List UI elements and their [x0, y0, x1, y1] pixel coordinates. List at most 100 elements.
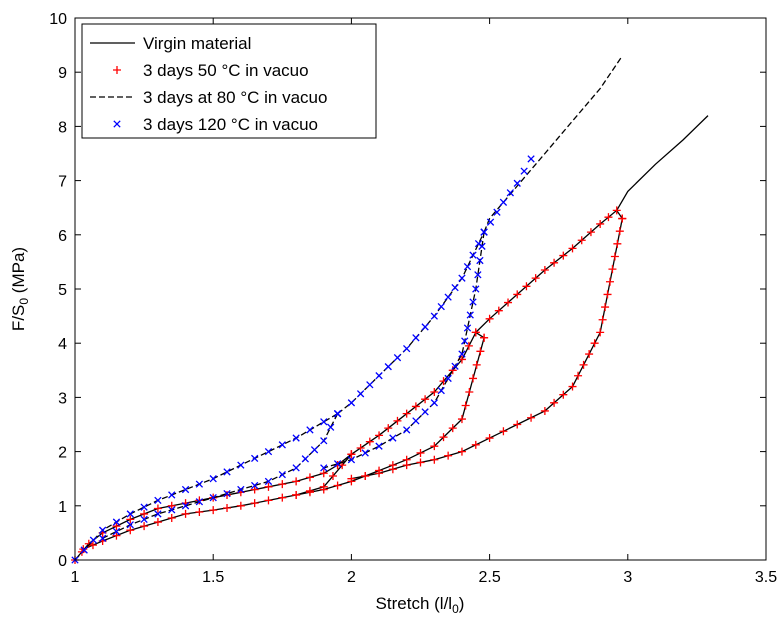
data-point-x: [168, 491, 176, 499]
data-point-plus: [559, 251, 568, 260]
data-point-plus: [439, 433, 448, 442]
data-point-plus: [416, 458, 425, 467]
data-point-plus: [236, 501, 245, 510]
y-tick-label: 1: [58, 499, 67, 516]
data-point-x: [421, 408, 429, 416]
y-tick-label: 3: [58, 390, 67, 407]
y-tick-label: 10: [49, 11, 67, 28]
x-tick-label: 1.5: [202, 569, 224, 586]
data-point-plus: [388, 465, 397, 474]
data-point-plus: [476, 347, 485, 356]
series-line: [616, 115, 709, 211]
data-point-plus: [485, 314, 494, 323]
x-tick-label: 2.5: [478, 569, 500, 586]
data-point-x: [292, 434, 300, 442]
data-point-plus: [126, 526, 135, 535]
data-point-plus: [605, 277, 614, 286]
data-point-x: [403, 344, 411, 353]
data-point-plus: [485, 434, 494, 443]
data-point-x: [437, 386, 445, 395]
y-tick-label: 5: [58, 282, 67, 299]
data-point-plus: [292, 477, 301, 486]
data-point-x: [98, 534, 107, 542]
y-axis-label: F/S0 (MPa): [9, 247, 31, 331]
data-point-x: [140, 503, 148, 511]
legend-entry: 3 days at 80 °C in vacuo: [90, 88, 327, 107]
data-point-x: [474, 271, 482, 279]
series-line: [475, 209, 623, 333]
data-point-plus: [604, 213, 613, 222]
data-point-plus: [612, 206, 621, 215]
data-point-x: [499, 198, 508, 206]
data-point-plus: [618, 214, 627, 223]
legend: Virgin material 3 days 50 °C in vacuo 3 da…: [81, 23, 377, 139]
data-point-x: [237, 461, 245, 469]
data-point-plus: [568, 244, 577, 253]
y-tick-label: 9: [58, 65, 67, 82]
data-point-x: [463, 324, 472, 332]
data-point-plus: [112, 522, 121, 531]
data-point-x: [301, 455, 309, 463]
data-point-plus: [347, 474, 356, 483]
data-point-plus: [480, 333, 489, 342]
data-point-x: [327, 423, 335, 431]
data-point-x: [375, 442, 383, 450]
y-tick-label: 2: [58, 445, 67, 462]
data-point-x: [463, 262, 472, 271]
data-point-x: [451, 283, 459, 292]
data-point-x: [458, 350, 466, 358]
data-point-x: [347, 456, 356, 464]
data-point-plus: [568, 382, 577, 391]
data-point-plus: [444, 451, 453, 460]
data-point-plus: [319, 469, 328, 478]
x-tick-label: 3: [623, 569, 632, 586]
data-point-x: [437, 302, 445, 311]
data-point-plus: [540, 266, 549, 275]
data-point-x: [237, 485, 245, 494]
data-point-x: [181, 502, 190, 510]
data-point-x: [451, 362, 459, 370]
data-point-x: [493, 208, 501, 216]
data-point-plus: [471, 440, 480, 449]
data-point-x: [264, 477, 273, 486]
data-point-plus: [365, 437, 374, 446]
data-point-x: [384, 363, 392, 371]
data-point-plus: [601, 303, 610, 312]
data-point-plus: [448, 424, 457, 433]
data-point-x: [320, 418, 328, 426]
data-point-x: [209, 494, 217, 502]
data-point-plus: [195, 508, 204, 517]
data-point-plus: [278, 480, 287, 489]
data-point-x: [306, 426, 314, 434]
data-point-plus: [384, 424, 393, 433]
data-point-x: [278, 441, 286, 449]
data-point-x: [80, 546, 88, 554]
data-point-plus: [457, 415, 466, 424]
data-point-plus: [469, 374, 478, 383]
data-point-x: [320, 437, 328, 445]
data-point-x: [195, 480, 204, 488]
data-point-x: [403, 426, 411, 434]
legend-entry: 3 days 50 °C in vacuo: [113, 61, 309, 80]
data-point-x: [472, 285, 480, 293]
y-tick-label: 8: [58, 119, 67, 136]
data-point-plus: [356, 443, 365, 452]
data-point-plus: [333, 481, 342, 490]
data-point-x: [223, 468, 231, 476]
data-point-x: [366, 381, 374, 389]
data-point-plus: [181, 509, 190, 518]
data-point-x: [393, 353, 402, 362]
data-point-plus: [527, 413, 536, 422]
data-point-plus: [596, 219, 605, 228]
legend-label: 3 days 120 °C in vacuo: [143, 115, 318, 134]
data-point-plus: [494, 306, 503, 315]
data-point-x: [278, 470, 286, 479]
data-point-x: [320, 464, 328, 472]
x-axis-label: Stretch (l/l0): [376, 594, 465, 616]
data-point-x: [223, 489, 231, 498]
y-tick-label: 7: [58, 174, 67, 191]
data-point-x: [89, 536, 98, 544]
data-point-x: [310, 446, 319, 454]
data-point-x: [520, 167, 528, 175]
series-line: [483, 55, 623, 233]
